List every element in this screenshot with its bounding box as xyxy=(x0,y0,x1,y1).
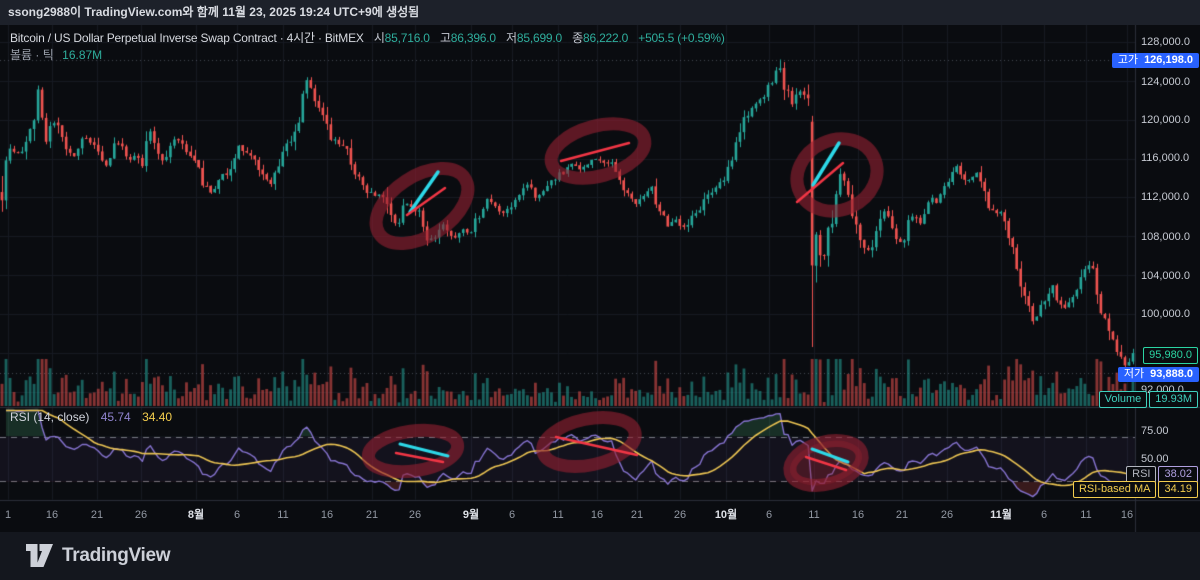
volume-badge-label: Volume xyxy=(1098,391,1148,408)
time-tick-label: 26 xyxy=(940,509,954,521)
time-tick-label: 11 xyxy=(277,509,289,521)
symbol-legend: Bitcoin / US Dollar Perpetual Inverse Sw… xyxy=(10,29,725,46)
rsi-badge: RSI 38.02 xyxy=(1126,466,1198,483)
last-price-badge: 95,980.0 xyxy=(1143,347,1198,364)
time-tick-label: 26 xyxy=(408,509,422,521)
time-tick-label: 16 xyxy=(590,509,604,521)
footer-bar: TradingView xyxy=(0,532,1200,580)
open-value: 85,716.0 xyxy=(384,31,430,45)
time-tick-label: 11월 xyxy=(990,509,1012,521)
attribution-bar: ssong2988이 TradingView.com와 함께 11월 23, 2… xyxy=(0,0,1200,25)
period-high-label: 고가 xyxy=(1117,54,1139,66)
time-tick-label: 11 xyxy=(808,509,820,521)
volume-badge: Volume 19.93M xyxy=(1098,391,1198,408)
volume-legend: 볼륨 · 틱 16.87M xyxy=(10,46,102,63)
attribution-text: ssong2988이 TradingView.com와 함께 11월 23, 2… xyxy=(8,5,420,19)
tradingview-wordmark: TradingView xyxy=(62,544,171,566)
rsi-badge-value: 38.02 xyxy=(1158,466,1198,483)
rsi-ma-badge-value: 34.19 xyxy=(1158,481,1198,498)
time-tick-label: 21 xyxy=(90,509,104,521)
time-tick-label: 16 xyxy=(320,509,334,521)
low-value: 85,699.0 xyxy=(516,31,563,45)
time-tick-label: 16 xyxy=(45,509,59,521)
time-tick-label: 11 xyxy=(552,509,564,521)
symbol-title[interactable]: Bitcoin / US Dollar Perpetual Inverse Sw… xyxy=(10,31,364,45)
time-tick-label: 26 xyxy=(673,509,687,521)
time-tick-label: 6 xyxy=(1040,509,1048,521)
volume-badge-value: 19.93M xyxy=(1149,391,1198,408)
tradingview-logo-icon xyxy=(26,544,53,567)
time-tick-label: 6 xyxy=(765,509,773,521)
time-axis[interactable]: 1 16 21 26 8월 6 11 16 21 26 9월 6 11 16 21 26 10월 6 11 16 21 2… xyxy=(0,502,1135,530)
time-tick-label: 16 xyxy=(851,509,865,521)
price-tick-label: 100,000.0 xyxy=(1141,308,1190,320)
rsi-legend-title[interactable]: RSI (14, close) xyxy=(10,410,90,424)
time-tick-label: 1 xyxy=(4,509,12,521)
price-tick-label: 116,000.0 xyxy=(1141,152,1190,164)
rsi-legend-value: 45.74 xyxy=(100,410,131,424)
time-tick-label: 16 xyxy=(1120,509,1134,521)
time-tick-label: 21 xyxy=(630,509,644,521)
close-value: 86,222.0 xyxy=(583,31,629,45)
price-tick-label: 128,000.0 xyxy=(1141,36,1190,48)
time-tick-label: 9월 xyxy=(462,509,480,521)
close-label: 종 xyxy=(572,31,583,45)
period-low-value: 93,888.0 xyxy=(1150,368,1193,380)
change-value: +505.5 (+0.59%) xyxy=(638,31,725,45)
rsi-tick-label: 75.00 xyxy=(1141,425,1169,437)
period-high-value: 126,198.0 xyxy=(1144,54,1193,66)
high-value: 86,396.0 xyxy=(450,31,496,45)
volume-legend-value: 16.87M xyxy=(62,48,103,62)
period-low-badge: 저가 93,888.0 xyxy=(1117,367,1199,382)
time-tick-label: 21 xyxy=(895,509,909,521)
price-chart-canvas[interactable] xyxy=(0,25,1200,532)
rsi-legend: RSI (14, close) 45.74 34.40 xyxy=(10,410,172,424)
time-tick-label: 6 xyxy=(508,509,516,521)
last-price-value: 95,980.0 xyxy=(1143,347,1198,364)
price-tick-label: 112,000.0 xyxy=(1141,191,1190,203)
price-tick-label: 108,000.0 xyxy=(1141,231,1190,243)
price-tick-label: 124,000.0 xyxy=(1141,76,1190,88)
high-label: 고 xyxy=(439,31,451,45)
period-high-badge: 고가 126,198.0 xyxy=(1111,53,1199,68)
time-tick-label: 21 xyxy=(365,509,379,521)
time-tick-label: 11 xyxy=(1080,509,1092,521)
time-tick-label: 10월 xyxy=(714,509,738,521)
time-tick-label: 6 xyxy=(233,509,241,521)
price-tick-label: 120,000.0 xyxy=(1141,114,1190,126)
rsi-ma-legend-value: 34.40 xyxy=(142,410,173,424)
time-tick-label: 8월 xyxy=(187,509,205,521)
tradingview-logo[interactable]: TradingView xyxy=(26,544,171,567)
low-label: 저 xyxy=(506,31,517,45)
rsi-tick-label: 50.00 xyxy=(1141,453,1169,465)
chart-area: Bitcoin / US Dollar Perpetual Inverse Sw… xyxy=(0,25,1200,532)
rsi-ma-badge: RSI-based MA 34.19 xyxy=(1072,481,1198,498)
time-tick-label: 26 xyxy=(134,509,148,521)
price-tick-label: 104,000.0 xyxy=(1141,270,1190,282)
open-label: 시 xyxy=(373,31,385,45)
period-low-label: 저가 xyxy=(1123,368,1145,380)
volume-legend-label[interactable]: 볼륨 · 틱 xyxy=(10,48,54,62)
rsi-ma-badge-label: RSI-based MA xyxy=(1072,481,1157,498)
